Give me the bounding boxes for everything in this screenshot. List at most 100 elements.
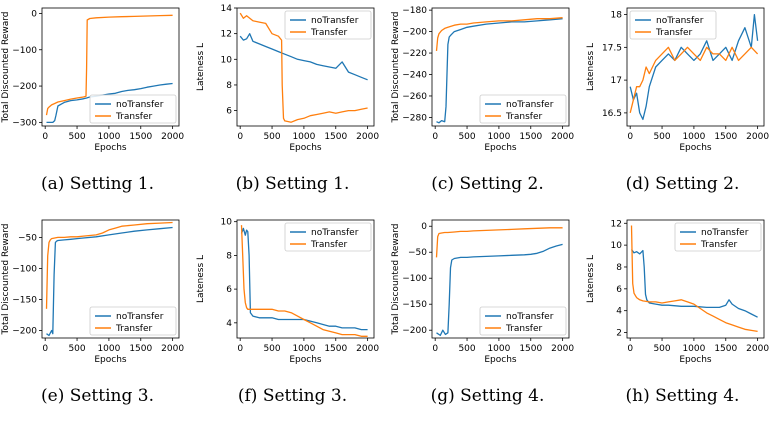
- legend: noTransfer Transfer: [674, 222, 762, 252]
- plot-frame: [236, 219, 375, 339]
- legend-label-Transfer: Transfer: [505, 112, 542, 122]
- chart-panel-h: 0 500 1000 1500 2000 2 4 6 8 10 12 Epochs Lateness L…: [585, 212, 780, 424]
- x-tick-label: 1000: [97, 132, 120, 142]
- x-tick-label: 1500: [129, 344, 152, 354]
- y-axis-label: Lateness L: [196, 43, 206, 91]
- y-tick-label: 4: [616, 307, 622, 317]
- y-tick-label: −100: [12, 46, 37, 56]
- caption-h: (h) Setting 4.: [625, 386, 740, 406]
- x-tick-label: 1000: [487, 344, 510, 354]
- x-tick-label: 2000: [746, 132, 769, 142]
- y-tick-label: 8: [226, 251, 232, 261]
- chart-panel-f: 0 500 1000 1500 2000 4 6 8 10 Epochs Lateness L noT…: [195, 212, 390, 424]
- x-tick-label: 0: [237, 344, 243, 354]
- legend-label-Transfer: Transfer: [505, 324, 542, 334]
- legend-box: [674, 222, 762, 252]
- legend-label-noTransfer: noTransfer: [311, 228, 359, 238]
- chart-svg-b: 0 500 1000 1500 2000 6 8 10 12 14 Epochs Lateness L…: [196, 4, 379, 153]
- y-tick-label: 8: [226, 81, 232, 91]
- y-tick-label: 12: [221, 30, 232, 40]
- caption-a: (a) Setting 1.: [40, 174, 155, 194]
- series-line-Transfer: [240, 225, 368, 337]
- series-line-Transfer: [45, 221, 173, 309]
- series-line-Transfer: [239, 12, 368, 123]
- legend-label-Transfer: Transfer: [310, 28, 347, 38]
- x-tick-label: 0: [627, 344, 633, 354]
- legend-box: [284, 222, 372, 252]
- chart-svg-c: 0 500 1000 1500 2000 −280 −260 −240 −220 −200 −180…: [391, 6, 574, 153]
- y-tick-label: 16.5: [602, 109, 622, 119]
- caption-b: (b) Setting 1.: [235, 174, 350, 194]
- y-tick-label: 8: [616, 263, 622, 273]
- legend-label-Transfer: Transfer: [655, 28, 692, 38]
- y-tick-label: 2: [616, 329, 622, 339]
- y-axis-label: Lateness L: [196, 255, 206, 303]
- y-tick-label: −280: [402, 113, 427, 123]
- x-tick-label: 1000: [292, 344, 315, 354]
- y-tick-label: −150: [12, 295, 37, 305]
- y-tick-label: 10: [611, 241, 623, 251]
- y-tick-label: −180: [402, 6, 427, 16]
- y-tick-label: 10: [221, 218, 233, 228]
- y-axis-label: Total Discounted Reward: [391, 223, 401, 335]
- y-tick-label: 0: [421, 222, 427, 232]
- y-tick-label: 18: [611, 11, 623, 21]
- y-tick-label: −200: [402, 28, 427, 38]
- y-tick-label: 14: [221, 4, 233, 14]
- legend-box: [479, 306, 567, 336]
- legend-box: [479, 94, 567, 124]
- chart-panel-b: 0 500 1000 1500 2000 6 8 10 12 14 Epochs Lateness L…: [195, 0, 390, 212]
- x-tick-label: 500: [263, 132, 280, 142]
- x-tick-label: 2000: [356, 132, 379, 142]
- legend-label-noTransfer: noTransfer: [656, 16, 704, 26]
- chart-panel-d: 0 500 1000 1500 2000 16.5 17 17.5 18 Epochs Latene…: [585, 0, 780, 212]
- y-tick-label: −200: [402, 326, 427, 336]
- legend: noTransfer Transfer: [479, 94, 567, 124]
- plot-frame: [626, 7, 765, 127]
- legend: noTransfer Transfer: [89, 306, 177, 336]
- x-axis-label: Epochs: [289, 143, 322, 153]
- x-tick-label: 1500: [714, 344, 737, 354]
- x-tick-label: 2000: [746, 344, 769, 354]
- x-tick-label: 0: [42, 344, 48, 354]
- chart-panel-g: 0 500 1000 1500 2000 −200 −150 −100 −50 0 Epochs To…: [390, 212, 585, 424]
- chart-svg-a: 0 500 1000 1500 2000 −300 −200 −100 0 Epochs Total…: [1, 7, 184, 153]
- y-tick-label: 4: [226, 319, 232, 329]
- y-axis-label: Lateness L: [586, 255, 596, 303]
- y-tick-label: −200: [12, 327, 37, 337]
- x-tick-label: 1000: [292, 132, 315, 142]
- chart-svg-e: 0 500 1000 1500 2000 −200 −150 −100 −50 Epochs Tot…: [1, 219, 184, 365]
- x-tick-label: 1500: [714, 132, 737, 142]
- legend-label-noTransfer: noTransfer: [311, 16, 359, 26]
- x-tick-label: 1500: [519, 344, 542, 354]
- series-line-noTransfer: [630, 249, 758, 318]
- legend-box: [284, 10, 372, 40]
- x-axis-label: Epochs: [484, 355, 517, 365]
- y-tick-label: −100: [12, 264, 37, 274]
- chart-panel-e: 0 500 1000 1500 2000 −200 −150 −100 −50 Epochs Tot…: [0, 212, 195, 424]
- x-tick-label: 1500: [129, 132, 152, 142]
- x-tick-label: 0: [627, 132, 633, 142]
- x-tick-label: 1000: [97, 344, 120, 354]
- legend-label-noTransfer: noTransfer: [701, 228, 749, 238]
- x-tick-label: 2000: [356, 344, 379, 354]
- series-line-Transfer: [435, 17, 563, 51]
- legend-box: [89, 306, 177, 336]
- caption-e: (e) Setting 3.: [41, 386, 154, 406]
- caption-g: (g) Setting 4.: [430, 386, 545, 406]
- caption-f: (f) Setting 3.: [237, 386, 348, 406]
- y-tick-label: 6: [616, 285, 622, 295]
- series-line-Transfer: [45, 14, 173, 116]
- x-axis-label: Epochs: [679, 143, 712, 153]
- legend-box: [629, 10, 717, 40]
- y-tick-label: −200: [12, 82, 37, 92]
- x-tick-label: 500: [653, 344, 670, 354]
- y-tick-label: −50: [18, 233, 37, 243]
- y-tick-label: 10: [221, 55, 233, 65]
- legend-label-Transfer: Transfer: [700, 240, 737, 250]
- y-tick-label: −150: [402, 300, 427, 310]
- x-axis-label: Epochs: [94, 143, 127, 153]
- y-tick-label: 0: [31, 9, 37, 19]
- x-tick-label: 2000: [551, 132, 574, 142]
- series-line-noTransfer: [46, 226, 173, 337]
